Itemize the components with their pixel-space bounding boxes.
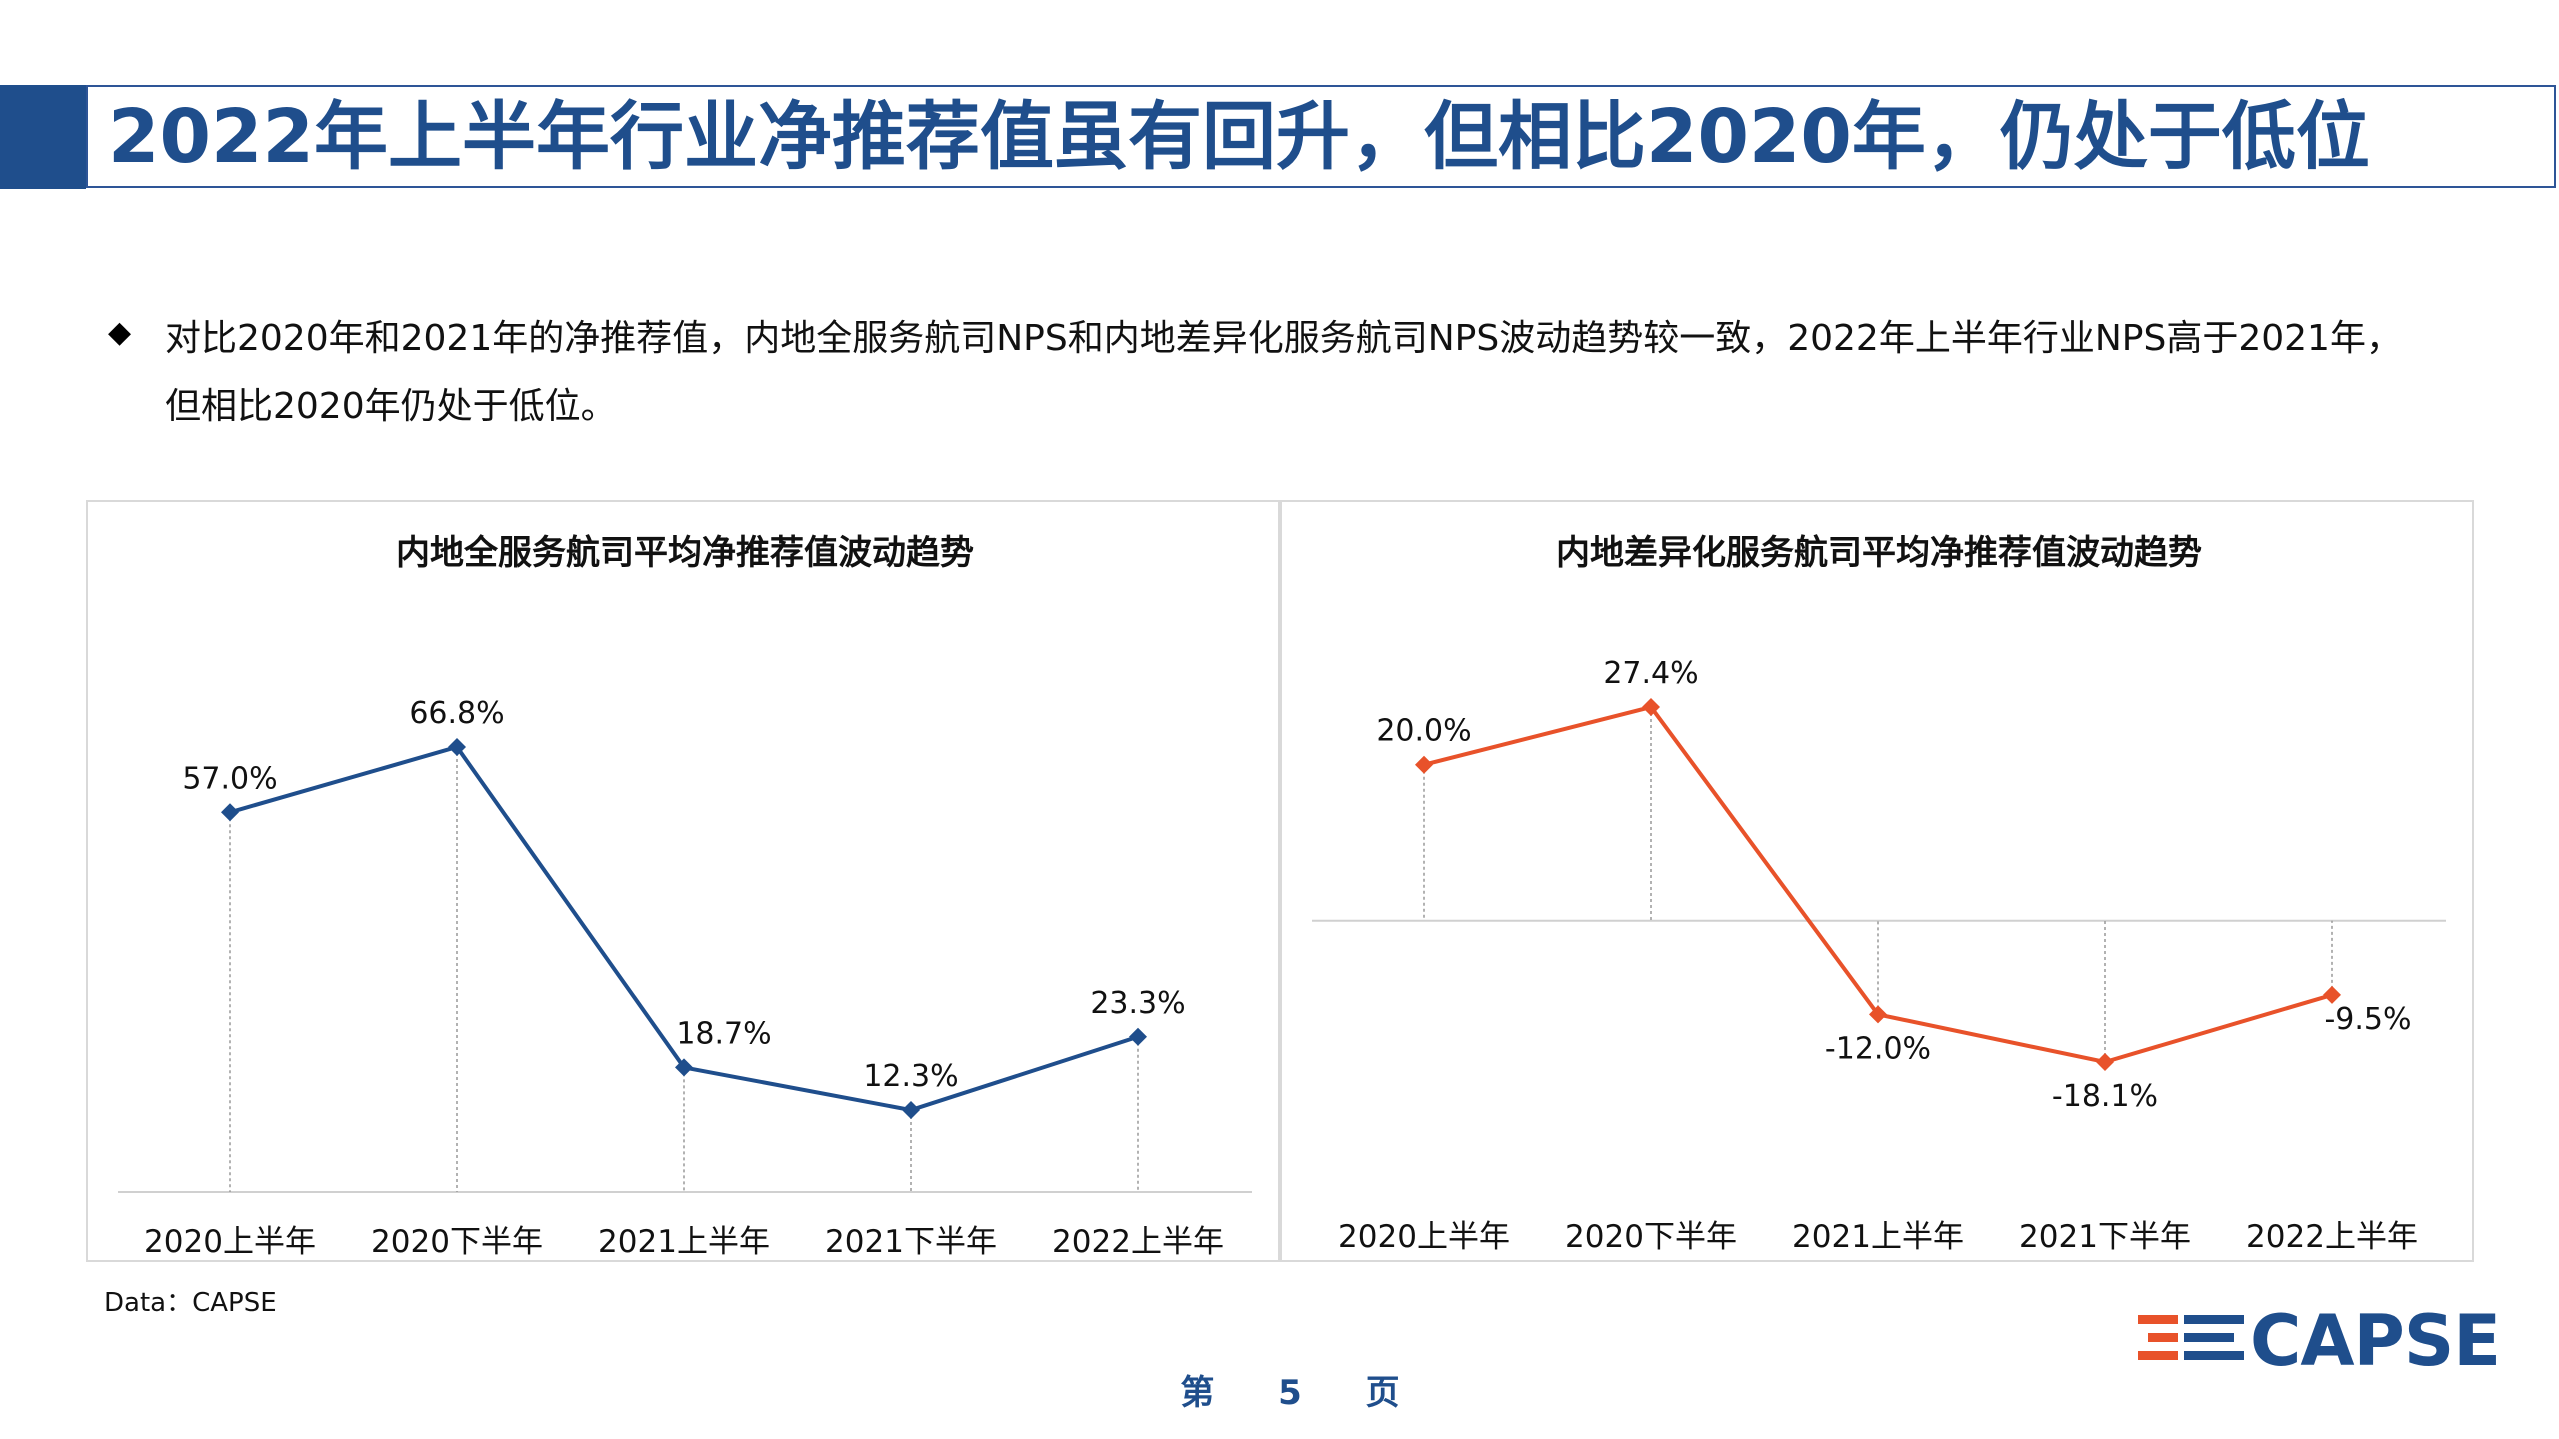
- bullet-line-1: 对比2020年和2021年的净推荐值，内地全服务航司NPS和内地差异化服务航司N…: [165, 318, 2402, 359]
- data-label: 23.3%: [1090, 986, 1185, 1021]
- data-label: -18.1%: [2052, 1079, 2158, 1114]
- data-point-marker: [2323, 985, 2341, 1004]
- category-tick-label: 2021下半年: [2019, 1219, 2191, 1255]
- data-point-marker: [1129, 1027, 1147, 1046]
- data-label: 18.7%: [676, 1016, 771, 1051]
- category-tick-label: 2020上半年: [144, 1224, 316, 1260]
- chart-panel-differentiated: 内地差异化服务航司平均净推荐值波动趋势 20.0% 27.4% -12.0% -18.1…: [1280, 500, 2474, 1262]
- page-suffix: 页: [1365, 1373, 1400, 1413]
- data-point-marker: [1869, 1005, 1887, 1024]
- page-title: 2022年上半年行业净推荐值虽有回升，但相比2020年，仍处于低位: [108, 94, 2370, 180]
- logo-text: CAPSE: [2250, 1300, 2501, 1382]
- data-point-marker: [675, 1058, 693, 1077]
- logo-stripes-icon: [2138, 1315, 2244, 1360]
- series-line: [229, 744, 1139, 1113]
- data-point-marker: [448, 738, 466, 756]
- category-tick-label: 2021上半年: [598, 1224, 770, 1260]
- category-tick-label: 2020下半年: [371, 1224, 543, 1260]
- data-source: Data：CAPSE: [104, 1288, 277, 1318]
- line-chart-differentiated: 内地差异化服务航司平均净推荐值波动趋势 20.0% 27.4% -12.0% -18.1…: [1312, 533, 2446, 1255]
- bullet-line-2: 但相比2020年仍处于低位。: [165, 386, 617, 427]
- chart-panel-full-service: 内地全服务航司平均净推荐值波动趋势 57.0% 66.8% 18.7% 12.3% 23.…: [86, 500, 1280, 1262]
- category-tick-label: 2020上半年: [1338, 1219, 1510, 1255]
- category-tick-label: 2020下半年: [1565, 1219, 1737, 1255]
- chart-title: 内地全服务航司平均净推荐值波动趋势: [396, 533, 974, 573]
- page-number: 第 5 页: [1140, 1365, 1440, 1414]
- capse-logo: CAPSE: [2138, 1305, 2501, 1377]
- data-label: 66.8%: [409, 696, 504, 731]
- page-number-value: 5: [1278, 1373, 1302, 1413]
- data-point-marker: [221, 803, 239, 822]
- line-chart-full-service: 内地全服务航司平均净推荐值波动趋势 57.0% 66.8% 18.7% 12.3% 23.…: [118, 533, 1252, 1260]
- data-label: 57.0%: [182, 761, 277, 796]
- title-accent-bar: [0, 85, 86, 189]
- data-label: 27.4%: [1603, 656, 1698, 691]
- data-point-marker: [1642, 698, 1660, 716]
- title-box: 2022年上半年行业净推荐值虽有回升，但相比2020年，仍处于低位: [86, 85, 2556, 188]
- data-label: -9.5%: [2324, 1002, 2411, 1037]
- bullet-paragraph: 对比2020年和2021年的净推荐值，内地全服务航司NPS和内地差异化服务航司N…: [165, 305, 2505, 441]
- category-tick-label: 2021下半年: [825, 1224, 997, 1260]
- data-point-marker: [1415, 755, 1433, 774]
- data-point-marker: [2096, 1053, 2114, 1071]
- bullet-diamond-icon: ◆: [108, 315, 132, 350]
- category-tick-label: 2021上半年: [1792, 1219, 1964, 1255]
- data-point-marker: [902, 1101, 920, 1120]
- category-tick-label: 2022上半年: [1052, 1224, 1224, 1260]
- category-tick-label: 2022上半年: [2246, 1219, 2418, 1255]
- data-label: 20.0%: [1376, 714, 1471, 749]
- page-prefix: 第: [1180, 1373, 1215, 1413]
- chart-title: 内地差异化服务航司平均净推荐值波动趋势: [1556, 533, 2202, 573]
- data-label: -12.0%: [1825, 1031, 1931, 1066]
- data-label: 12.3%: [863, 1059, 958, 1094]
